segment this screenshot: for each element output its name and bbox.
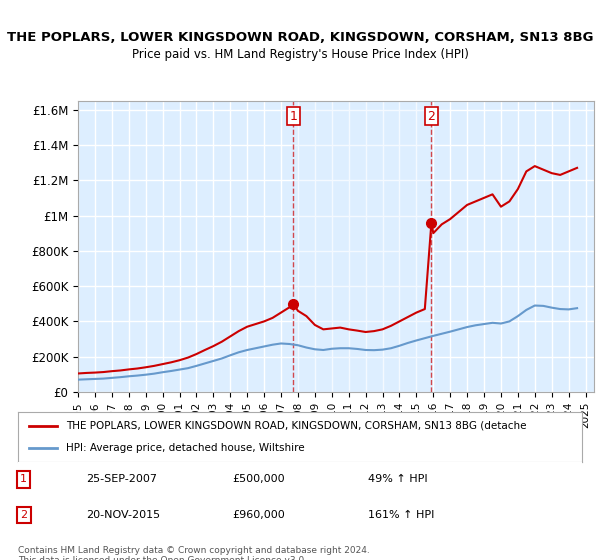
Bar — [293, 101, 431, 392]
Text: 20-NOV-2015: 20-NOV-2015 — [86, 510, 160, 520]
Text: 1: 1 — [289, 110, 298, 123]
Text: £500,000: £500,000 — [232, 474, 285, 484]
Text: 49% ↑ HPI: 49% ↑ HPI — [368, 474, 427, 484]
Text: THE POPLARS, LOWER KINGSDOWN ROAD, KINGSDOWN, CORSHAM, SN13 8BG: THE POPLARS, LOWER KINGSDOWN ROAD, KINGS… — [7, 31, 593, 44]
Text: THE POPLARS, LOWER KINGSDOWN ROAD, KINGSDOWN, CORSHAM, SN13 8BG (detache: THE POPLARS, LOWER KINGSDOWN ROAD, KINGS… — [66, 421, 526, 431]
Text: 161% ↑ HPI: 161% ↑ HPI — [368, 510, 434, 520]
Text: HPI: Average price, detached house, Wiltshire: HPI: Average price, detached house, Wilt… — [66, 443, 305, 453]
Text: Contains HM Land Registry data © Crown copyright and database right 2024.
This d: Contains HM Land Registry data © Crown c… — [18, 546, 370, 560]
Text: 2: 2 — [20, 510, 27, 520]
Text: 25-SEP-2007: 25-SEP-2007 — [86, 474, 157, 484]
Text: Price paid vs. HM Land Registry's House Price Index (HPI): Price paid vs. HM Land Registry's House … — [131, 48, 469, 60]
Text: 1: 1 — [20, 474, 27, 484]
Text: 2: 2 — [427, 110, 436, 123]
Text: £960,000: £960,000 — [232, 510, 285, 520]
